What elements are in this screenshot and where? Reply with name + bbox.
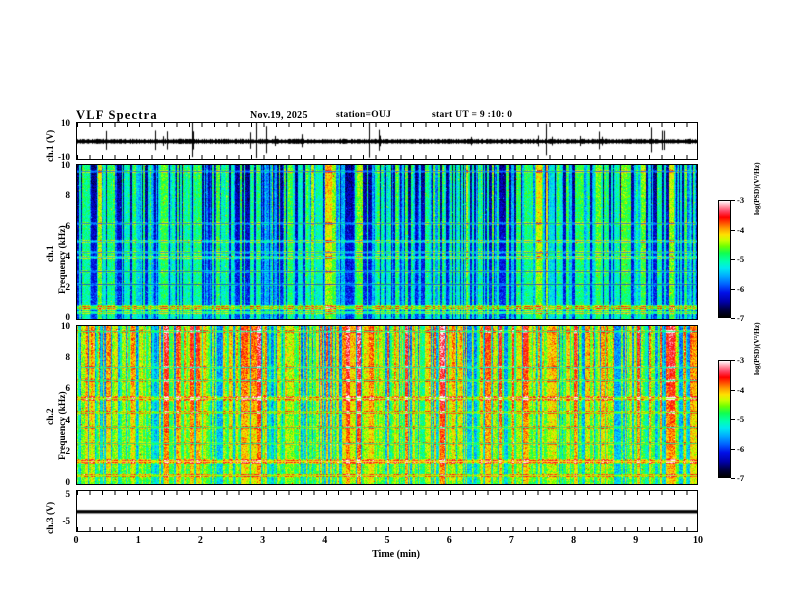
- ch3-waveform-panel: [76, 490, 698, 532]
- ch1-ytick-pos: 10: [61, 118, 70, 128]
- figure-station: station=OUJ: [336, 110, 392, 120]
- x-tick-label: 6: [446, 535, 452, 546]
- x-tick-label: 10: [693, 535, 703, 546]
- ch1-spectrogram-image: [77, 165, 697, 319]
- y-tick-label: 0: [65, 312, 71, 322]
- colorbar-tick-mark: [731, 288, 735, 290]
- colorbar-tick-mark: [731, 419, 735, 420]
- x-tick-label: 3: [260, 535, 266, 546]
- colorbar-ch2-label: log(PSD)(V²/Hz): [752, 322, 761, 375]
- colorbar-tick-mark: [731, 200, 735, 201]
- x-tick-label: 9: [633, 535, 639, 546]
- ch1-waveform-panel: [76, 122, 698, 160]
- colorbar-tick-label: -6: [737, 443, 745, 454]
- colorbar-tick-mark: [731, 360, 735, 361]
- colorbar-tick-label: -4: [737, 384, 745, 395]
- ch1-spectrogram-panel: [76, 164, 698, 320]
- colorbar-tick-label: -5: [737, 254, 745, 264]
- colorbar-tick-mark: [731, 389, 735, 391]
- y-tick-label: 10: [61, 160, 70, 170]
- colorbar-tick-mark: [731, 259, 735, 260]
- x-tick-label: 5: [384, 535, 390, 546]
- figure-date: Nov.19, 2025: [250, 110, 308, 121]
- y-tick-label: 2: [65, 281, 71, 292]
- y-tick-label: 8: [65, 352, 71, 363]
- ch2-spectrogram-image: [77, 326, 697, 484]
- x-tick-label: 8: [571, 535, 577, 546]
- y-tick-label: 6: [65, 383, 71, 394]
- figure-start-ut: start UT = 9 :10: 0: [432, 110, 513, 120]
- y-tick-label: 2: [65, 445, 71, 456]
- colorbar-tick-mark: [731, 448, 735, 450]
- x-tick-label: 0: [73, 535, 79, 546]
- ch3-ytick-neg: -5: [62, 516, 71, 526]
- colorbar-tick-label: -4: [737, 224, 745, 235]
- ch2-spectrogram-panel: [76, 325, 698, 485]
- y-tick-label: 4: [65, 251, 71, 262]
- colorbar-tick-mark: [731, 318, 735, 319]
- x-tick-label: 2: [197, 535, 203, 546]
- x-tick-label: 1: [135, 535, 141, 546]
- figure-title: VLF Spectra: [76, 108, 158, 122]
- colorbar-tick-mark: [731, 229, 735, 231]
- ch1-ytick-neg: -10: [58, 152, 70, 162]
- ch3-ytick-pos: 5: [65, 489, 71, 499]
- colorbar-tick-label: -5: [737, 414, 745, 424]
- colorbar-ch2: [718, 360, 731, 478]
- x-tick-label: 4: [322, 535, 328, 546]
- colorbar-tick-label: -7: [737, 313, 745, 323]
- ch1-waveform-trace: [77, 123, 697, 159]
- y-tick-label: 0: [65, 477, 71, 487]
- colorbar-tick-label: -6: [737, 283, 745, 294]
- ch3-waveform-trace: [77, 491, 697, 531]
- x-tick-label: 7: [508, 535, 514, 546]
- y-tick-label: 6: [65, 220, 71, 231]
- x-axis-label: Time (min): [372, 549, 420, 560]
- y-tick-label: 10: [61, 321, 70, 331]
- colorbar-ch1-label: log(PSD)(V²/Hz): [752, 162, 761, 215]
- colorbar-tick-label: -3: [737, 355, 745, 365]
- colorbar-tick-label: -7: [737, 473, 745, 483]
- colorbar-tick-label: -3: [737, 195, 745, 205]
- colorbar-ch1: [718, 200, 731, 318]
- y-tick-label: 8: [65, 190, 71, 201]
- colorbar-tick-mark: [731, 478, 735, 479]
- y-tick-label: 4: [65, 414, 71, 425]
